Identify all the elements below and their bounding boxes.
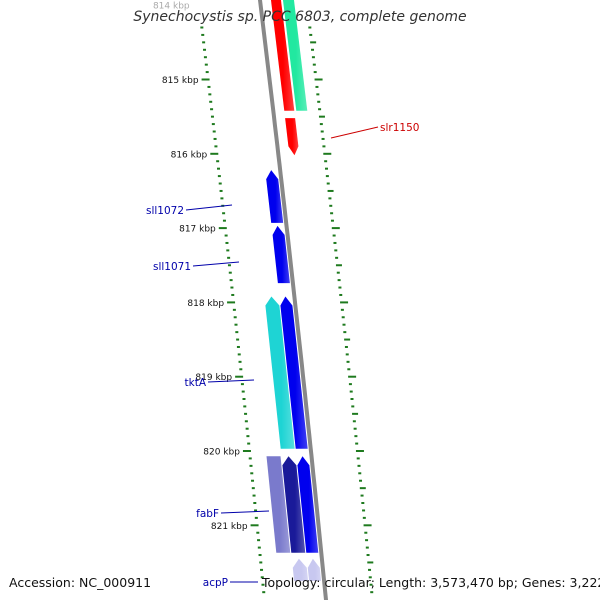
gene-feature[interactable]: [266, 456, 291, 553]
gene-label-leaders: slr1150 sll1072 sll1071 tktA fabF acpP: [146, 122, 419, 589]
gene-label[interactable]: acpP: [203, 577, 228, 589]
gene-label-leader: [330, 126, 379, 139]
gene-label[interactable]: sll1072: [146, 205, 184, 217]
genome-backbone: [257, 0, 329, 600]
tick-label: 816 kbp: [171, 150, 208, 160]
gene-label[interactable]: sll1071: [153, 261, 191, 273]
gene-feature[interactable]: [270, 0, 295, 111]
gene-feature[interactable]: [265, 296, 295, 449]
gene-feature[interactable]: [282, 0, 308, 111]
tick-label: 814 kbp: [153, 2, 190, 12]
tick-label: 819 kbp: [195, 373, 232, 383]
gene-feature[interactable]: [282, 456, 306, 553]
tick-label: 820 kbp: [203, 448, 240, 458]
genome-title: Synechocystis sp. PCC 6803, complete gen…: [133, 9, 467, 25]
tick-labels: 814 kbp 815 kbp 816 kbp 817 kbp 818 kbp 819 k…: [153, 2, 248, 532]
inner-tick-marks: [200, 26, 266, 594]
gene-feature[interactable]: [272, 225, 290, 284]
gene-label-leader: [207, 379, 255, 383]
gene-label-leader: [220, 510, 270, 514]
gene-label[interactable]: tktA: [185, 377, 207, 389]
tick-label: 821 kbp: [211, 522, 248, 532]
gene-label[interactable]: slr1150: [380, 122, 419, 134]
gene-feature[interactable]: [266, 170, 284, 223]
tick-label: 815 kbp: [162, 76, 199, 86]
genome-summary-text: Topology: circular; Length: 3,573,470 bp…: [262, 575, 600, 590]
tick-label: 817 kbp: [179, 225, 216, 235]
gene-label-leader: [185, 204, 233, 211]
gene-feature[interactable]: [285, 118, 299, 156]
gene-feature[interactable]: [280, 296, 308, 449]
gene-feature[interactable]: [307, 558, 322, 581]
accession-text: Accession: NC_000911: [9, 575, 152, 590]
gene-label[interactable]: fabF: [196, 508, 219, 520]
gene-label-leader: [192, 261, 240, 267]
gene-feature[interactable]: [297, 456, 319, 553]
gene-feature[interactable]: [292, 558, 309, 581]
gene-features: [265, 0, 322, 581]
outer-tick-marks: [308, 26, 374, 594]
tick-label: 818 kbp: [187, 299, 224, 309]
